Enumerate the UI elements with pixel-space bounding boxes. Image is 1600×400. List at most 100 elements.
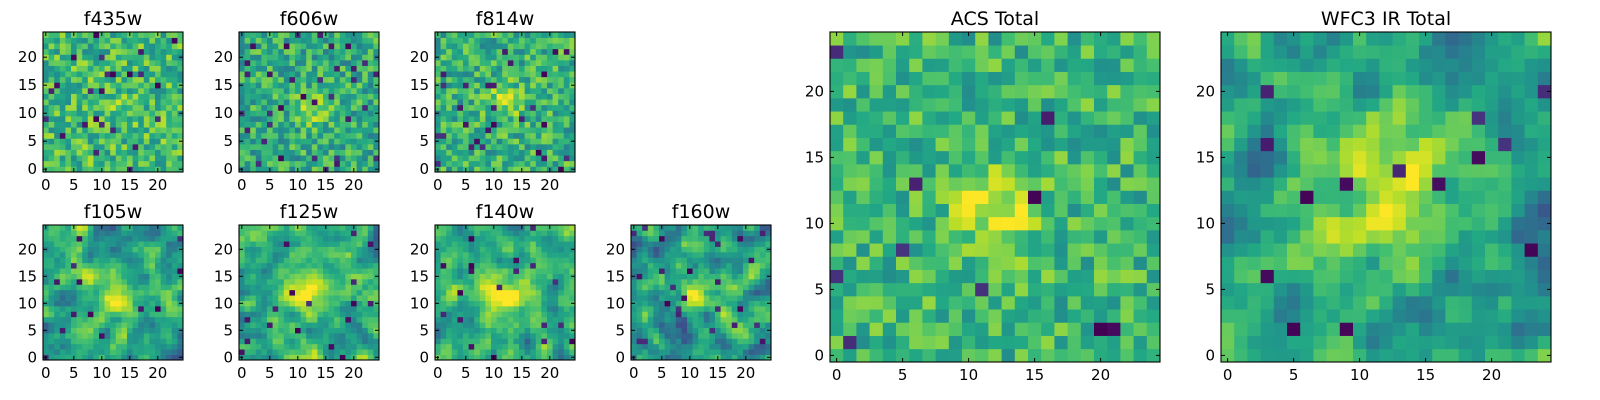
heatmap-cells — [631, 225, 772, 361]
heatmap-cell — [115, 155, 122, 162]
heatmap-cell — [54, 48, 61, 55]
heatmap-cell — [289, 235, 296, 242]
heatmap-cell — [715, 343, 721, 350]
heatmap-cell — [552, 252, 559, 258]
heatmap-cell — [177, 252, 184, 258]
heatmap-cell — [110, 149, 117, 156]
heatmap-cell — [143, 132, 150, 139]
heatmap-cell — [726, 273, 733, 280]
heatmap-cell — [76, 262, 83, 269]
heatmap-cell — [317, 289, 324, 296]
heatmap-cell — [552, 327, 559, 334]
heatmap-cell — [82, 93, 89, 100]
heatmap-cell — [171, 333, 178, 339]
heatmap-cell — [373, 295, 380, 301]
heatmap-cell — [283, 252, 290, 258]
heatmap-cell — [306, 279, 313, 285]
heatmap-cell — [278, 104, 285, 111]
heatmap-cell — [255, 166, 262, 173]
heatmap-cell — [295, 76, 301, 83]
heatmap-cell — [440, 295, 447, 301]
heatmap-cell — [474, 121, 481, 128]
heatmap-cell — [664, 349, 671, 355]
heatmap-cell — [457, 316, 464, 323]
heatmap-cell — [435, 262, 441, 269]
heatmap-cell — [43, 230, 49, 237]
heatmap-cell — [524, 349, 531, 355]
heatmap-cell — [356, 300, 363, 307]
heatmap-cell — [468, 48, 475, 55]
heatmap-cell — [692, 338, 699, 345]
heatmap-cell — [76, 43, 83, 50]
heatmap-cell — [121, 289, 128, 296]
heatmap-cell — [446, 295, 453, 301]
heatmap-cell — [104, 166, 111, 173]
heatmap-cell — [93, 37, 100, 44]
heatmap-cell — [295, 333, 301, 339]
heatmap-cell — [166, 132, 173, 139]
heatmap-cell — [664, 279, 671, 285]
heatmap-cell — [446, 246, 453, 253]
heatmap-cell — [362, 149, 369, 156]
heatmap-cell — [731, 349, 738, 355]
heatmap-cell — [48, 93, 55, 100]
heatmap-cell — [127, 257, 133, 264]
heatmap-cell — [48, 241, 55, 247]
heatmap-cell — [132, 71, 139, 78]
heatmap-cell — [496, 311, 503, 318]
heatmap-cell — [563, 338, 570, 345]
heatmap-cell — [552, 306, 559, 312]
heatmap-cell — [59, 225, 66, 231]
heatmap-cell — [87, 82, 94, 89]
heatmap-cell — [468, 155, 475, 162]
heatmap-cell — [541, 300, 548, 307]
heatmap-cell — [54, 349, 61, 355]
heatmap-cell — [896, 164, 910, 178]
heatmap-cell — [239, 155, 245, 162]
heatmap-cell — [491, 54, 497, 61]
heatmap-cell — [239, 295, 245, 301]
heatmap-cell — [687, 235, 693, 242]
heatmap-cell — [289, 306, 296, 312]
heatmap-cell — [896, 335, 910, 350]
heatmap-cell — [451, 88, 458, 94]
heatmap-cell — [1054, 164, 1068, 178]
heatmap-cell — [519, 37, 525, 44]
heatmap-cell — [311, 235, 318, 242]
heatmap-cell — [922, 203, 936, 218]
heatmap-cell — [569, 343, 576, 350]
heatmap-cell — [317, 99, 324, 106]
heatmap-cell — [121, 349, 128, 355]
heatmap-cell — [323, 110, 329, 117]
heatmap-cell — [541, 48, 548, 55]
heatmap-cell — [759, 246, 766, 253]
heatmap-cell — [110, 160, 117, 167]
heatmap-cell — [250, 93, 257, 100]
heatmap-cell — [457, 138, 464, 145]
heatmap-cell — [731, 327, 738, 334]
heatmap-cell — [435, 295, 441, 301]
heatmap-cell — [300, 88, 307, 94]
heatmap-cell — [479, 82, 486, 89]
heatmap-cell — [535, 279, 542, 285]
heatmap-cell — [362, 32, 369, 38]
heatmap-cells — [239, 225, 380, 361]
heatmap-cell — [82, 268, 89, 274]
heatmap-cell — [496, 116, 503, 122]
heatmap-cell — [255, 295, 262, 301]
heatmap-cell — [93, 160, 100, 167]
heatmap-cell — [306, 127, 313, 134]
heatmap-cell — [435, 149, 441, 156]
heatmap-cell — [496, 166, 503, 173]
heatmap-cell — [530, 284, 537, 291]
heatmap-cell — [317, 110, 324, 117]
heatmap-cell — [283, 289, 290, 296]
panel-title: ACS Total — [951, 8, 1039, 30]
heatmap-cell — [323, 155, 329, 162]
heatmap-cell — [1041, 296, 1055, 310]
heatmap-cell — [830, 164, 844, 178]
heatmap-cell — [93, 284, 100, 291]
heatmap-cell — [535, 306, 542, 312]
heatmap-cell — [373, 262, 380, 269]
